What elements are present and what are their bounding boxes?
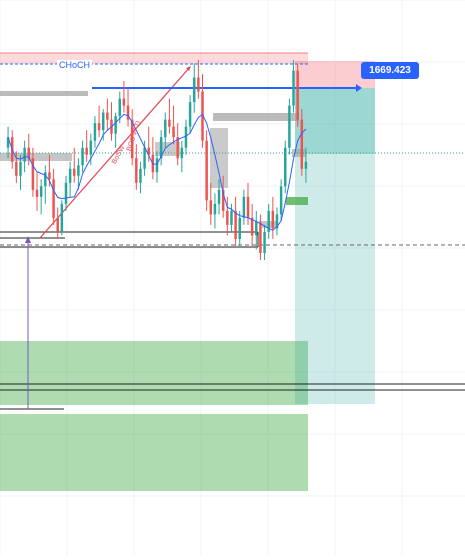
candle-body (56, 217, 59, 232)
candles (6, 60, 308, 260)
candle-body (93, 123, 97, 141)
candle-body (73, 168, 76, 176)
candle-body (114, 116, 117, 134)
choch-label: CHoCH (57, 60, 93, 70)
candle-body (89, 140, 93, 155)
candle-body (143, 147, 146, 169)
candle-body (263, 231, 266, 253)
candle-body (23, 147, 26, 162)
candle-body (205, 140, 208, 201)
candle-body (275, 214, 279, 229)
candle-body (64, 182, 68, 204)
candle-body (209, 200, 213, 215)
supply-zone (0, 53, 308, 64)
trendline-arrow (186, 66, 191, 71)
candle-body (304, 161, 308, 169)
candle-body (81, 147, 84, 166)
candle-body (135, 158, 138, 183)
candle-body (234, 210, 237, 239)
candle-body (60, 203, 64, 232)
candle-body (35, 189, 39, 197)
target-price-label[interactable]: 1669.423 (361, 62, 419, 79)
candle-body (230, 210, 233, 225)
candle-body (267, 210, 270, 232)
candle-body (106, 112, 109, 120)
candle-body (197, 77, 200, 92)
candle-body (242, 196, 246, 218)
candle-body (300, 119, 304, 169)
candle-body (164, 119, 167, 138)
moving-average-line (7, 113, 307, 231)
candle-body (97, 123, 101, 131)
candle-body (296, 70, 299, 120)
candle-body (155, 158, 159, 173)
candle-body (284, 147, 287, 187)
candle-body (126, 105, 130, 120)
candle-body (271, 210, 275, 229)
candle-body (180, 147, 184, 159)
candle-body (118, 98, 122, 117)
candle-body (39, 186, 43, 197)
candle-body (85, 147, 88, 155)
demand-zone-upper (0, 341, 308, 405)
candle-body (176, 137, 179, 159)
candle-body (217, 189, 221, 204)
candle-body (184, 126, 188, 148)
candle-body (226, 210, 229, 225)
candle-body (19, 161, 22, 176)
candle-body (192, 77, 196, 103)
candle-body (77, 165, 80, 176)
candle-body (188, 102, 192, 127)
trendline (39, 66, 191, 239)
candle-body (246, 196, 250, 218)
candle-body (279, 186, 283, 215)
demand-zone-lower (0, 414, 308, 491)
candle-body (147, 147, 150, 155)
candle-body (6, 137, 10, 148)
candle-body (44, 172, 47, 187)
candle-body (213, 203, 217, 215)
candle-body (139, 168, 142, 183)
candle-body (201, 91, 204, 141)
candle-body (255, 221, 258, 236)
candle-body (52, 179, 55, 218)
candle-body (259, 221, 262, 253)
target-line-arrow (356, 84, 362, 92)
candle-body (288, 105, 291, 148)
candle-body (31, 158, 35, 190)
candle-body (238, 217, 241, 239)
candle-body (27, 147, 30, 159)
candle-body (159, 137, 163, 159)
candle-body (68, 168, 72, 183)
target-zone-lower (295, 154, 375, 404)
reference-lines (0, 63, 465, 410)
target-zone-upper (295, 88, 375, 154)
candle-body (122, 98, 126, 106)
candle-body (250, 217, 254, 236)
candle-body (48, 172, 51, 180)
candle-body (172, 126, 175, 138)
candle-body (130, 119, 134, 159)
candle-body (15, 161, 18, 176)
candle-body (221, 189, 225, 211)
candle-body (292, 70, 295, 106)
candle-body (168, 119, 171, 127)
candle-body (101, 112, 105, 131)
